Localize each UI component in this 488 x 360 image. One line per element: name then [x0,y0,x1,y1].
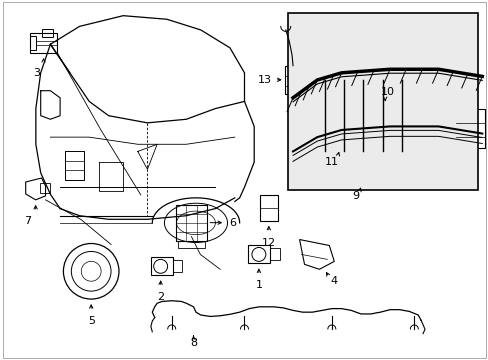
Bar [172,260,182,272]
Bar [296,66,314,78]
Bar [269,248,279,260]
Bar [247,246,269,264]
Text: 12: 12 [261,238,275,248]
Text: 11: 11 [324,157,338,167]
Text: 8: 8 [190,338,197,347]
Bar [150,257,172,275]
Bar [40,183,49,193]
Bar [41,29,53,37]
Bar [295,35,311,45]
Bar [175,205,207,240]
Text: 7: 7 [24,216,31,226]
Bar [30,33,57,53]
Bar [298,72,306,88]
Text: 1: 1 [255,280,262,290]
Bar [259,195,277,221]
Text: 10: 10 [380,87,394,98]
Text: 5: 5 [87,316,95,326]
Text: 3: 3 [33,68,40,78]
Bar [284,66,298,94]
Bar [177,240,205,248]
Bar [455,109,485,148]
Bar [287,13,477,190]
Text: 6: 6 [229,218,236,228]
Text: 9: 9 [352,191,359,201]
Text: 4: 4 [330,276,337,286]
Bar [296,116,314,127]
Bar [30,36,36,50]
Text: 2: 2 [157,292,164,302]
Text: 13: 13 [257,75,271,85]
